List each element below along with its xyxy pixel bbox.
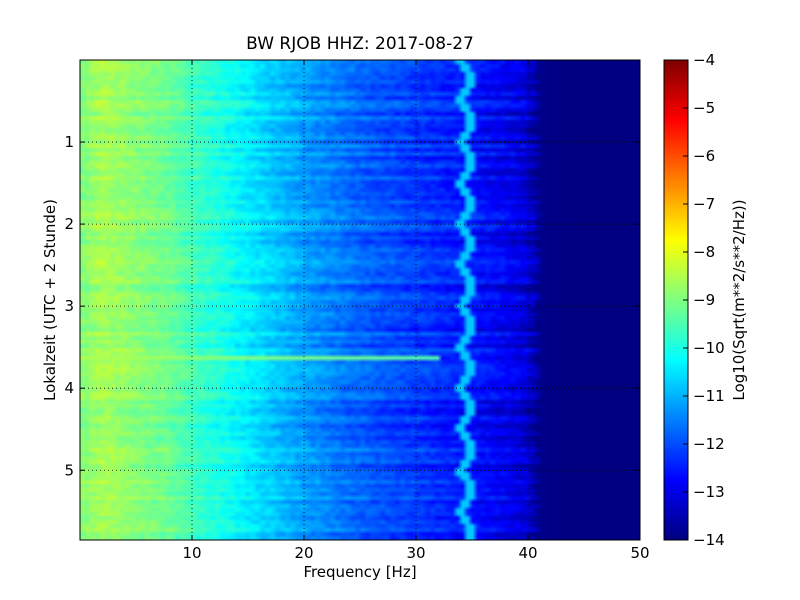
y-tick-label: 2 [64, 215, 74, 233]
y-tick-label: 3 [64, 297, 74, 315]
colorbar-tick-label: −11 [693, 387, 725, 405]
x-axis: 10 20 30 40 50 [182, 60, 650, 562]
chart-title: BW RJOB HHZ: 2017-08-27 [246, 34, 474, 54]
colorbar-tick-label: −9 [693, 291, 715, 309]
colorbar-tick-label: −4 [693, 51, 715, 69]
heatmap-cells [80, 60, 640, 540]
x-axis-label: Frequency [Hz] [303, 563, 416, 581]
colorbar-tick-label: −12 [693, 435, 725, 453]
colorbar-tick-label: −8 [693, 243, 715, 261]
x-tick-label: 20 [294, 544, 313, 562]
spectrogram-heatmap [80, 60, 640, 540]
y-axis: 1 2 3 4 5 [64, 133, 640, 479]
y-axis-label: Lokalzeit (UTC + 2 Stunde) [41, 199, 59, 401]
colorbar-tick-label: −14 [693, 531, 725, 549]
colorbar-label: Log10(Sqrt(m**2/s**2/Hz)) [730, 199, 748, 400]
y-tick-label: 1 [64, 133, 74, 151]
y-tick-label: 5 [64, 461, 74, 479]
x-tick-label: 50 [630, 544, 649, 562]
x-tick-label: 40 [518, 544, 537, 562]
colorbar-tick-label: −6 [693, 147, 715, 165]
plot-grid [80, 60, 640, 540]
colorbar: −4 −5 −6 −7 −8 −9 −10 −11 −12 −13 −14 [663, 51, 725, 549]
y-tick-label: 4 [64, 379, 74, 397]
x-tick-label: 30 [406, 544, 425, 562]
colorbar-tick-label: −10 [693, 339, 725, 357]
plot-frame [79, 59, 641, 541]
colorbar-tick-label: −7 [693, 195, 715, 213]
colorbar-tick-label: −5 [693, 99, 715, 117]
x-tick-label: 10 [182, 544, 201, 562]
colorbar-tick-label: −13 [693, 483, 725, 501]
